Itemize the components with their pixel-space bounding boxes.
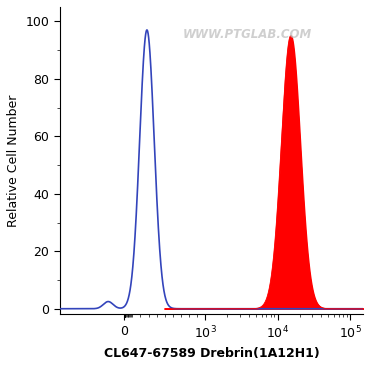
Text: WWW.PTGLAB.COM: WWW.PTGLAB.COM	[183, 28, 312, 41]
X-axis label: CL647-67589 Drebrin(1A12H1): CL647-67589 Drebrin(1A12H1)	[104, 347, 319, 360]
Y-axis label: Relative Cell Number: Relative Cell Number	[7, 95, 20, 227]
